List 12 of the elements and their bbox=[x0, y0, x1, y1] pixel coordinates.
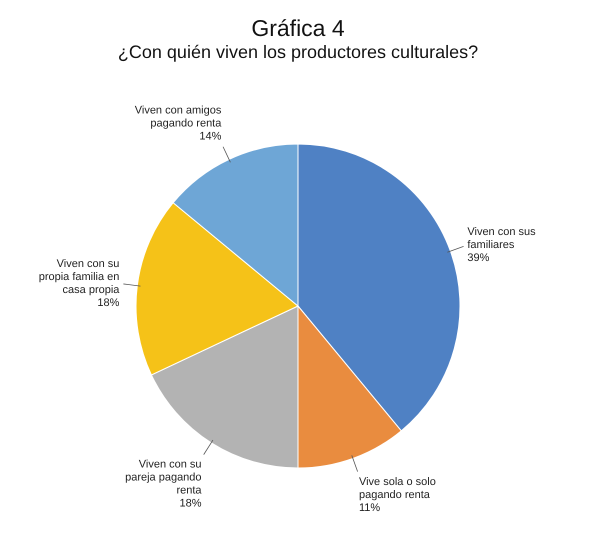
slice-label: Viven con su pareja pagando renta bbox=[125, 458, 202, 496]
slice-label: Vive sola o solo pagando renta bbox=[358, 476, 436, 501]
slice-label: Viven con su propia familia en casa propia bbox=[38, 258, 120, 296]
data-label: 39% bbox=[467, 252, 490, 264]
data-label: 14% bbox=[199, 130, 222, 143]
chart-title: Gráfica 4 bbox=[251, 15, 345, 41]
slice-label: Viven con sus familiares bbox=[467, 226, 536, 252]
slice-label: Viven con amigos pagando renta bbox=[134, 104, 222, 130]
data-label: 18% bbox=[97, 296, 120, 309]
chart-subtitle: ¿Con quién viven los productores culturales? bbox=[118, 42, 478, 62]
data-label: 11% bbox=[358, 502, 380, 514]
data-label: 18% bbox=[180, 497, 202, 510]
